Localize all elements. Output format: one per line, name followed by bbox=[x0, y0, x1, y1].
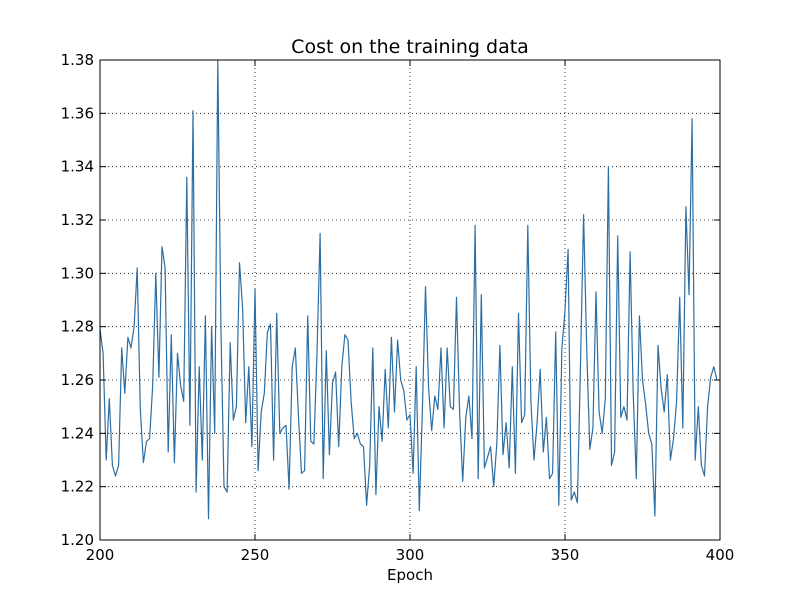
ticks: 200 250 300 350 400 1.20 1.22 1.24 1.26 1.28 1.30 1… bbox=[61, 51, 735, 564]
x-axis-label: Epoch bbox=[387, 566, 433, 584]
chart-title: Cost on the training data bbox=[291, 36, 529, 58]
x-tick-label: 350 bbox=[551, 546, 580, 564]
y-tick-label: 1.34 bbox=[61, 158, 94, 176]
x-tick-label: 400 bbox=[706, 546, 735, 564]
series-line bbox=[100, 60, 718, 520]
x-tick-label: 250 bbox=[241, 546, 270, 564]
y-tick-label: 1.26 bbox=[61, 371, 94, 389]
y-tick-label: 1.38 bbox=[61, 51, 94, 69]
x-tick-label: 300 bbox=[396, 546, 425, 564]
y-tick-label: 1.22 bbox=[61, 478, 94, 496]
y-tick-label: 1.30 bbox=[61, 264, 94, 282]
y-tick-label: 1.36 bbox=[61, 104, 94, 122]
y-tick-label: 1.24 bbox=[61, 424, 94, 442]
plot-area bbox=[100, 60, 718, 520]
y-tick-label: 1.28 bbox=[61, 318, 94, 336]
y-tick-label: 1.32 bbox=[61, 211, 94, 229]
x-tick-label: 200 bbox=[86, 546, 115, 564]
y-tick-label: 1.20 bbox=[61, 531, 94, 549]
